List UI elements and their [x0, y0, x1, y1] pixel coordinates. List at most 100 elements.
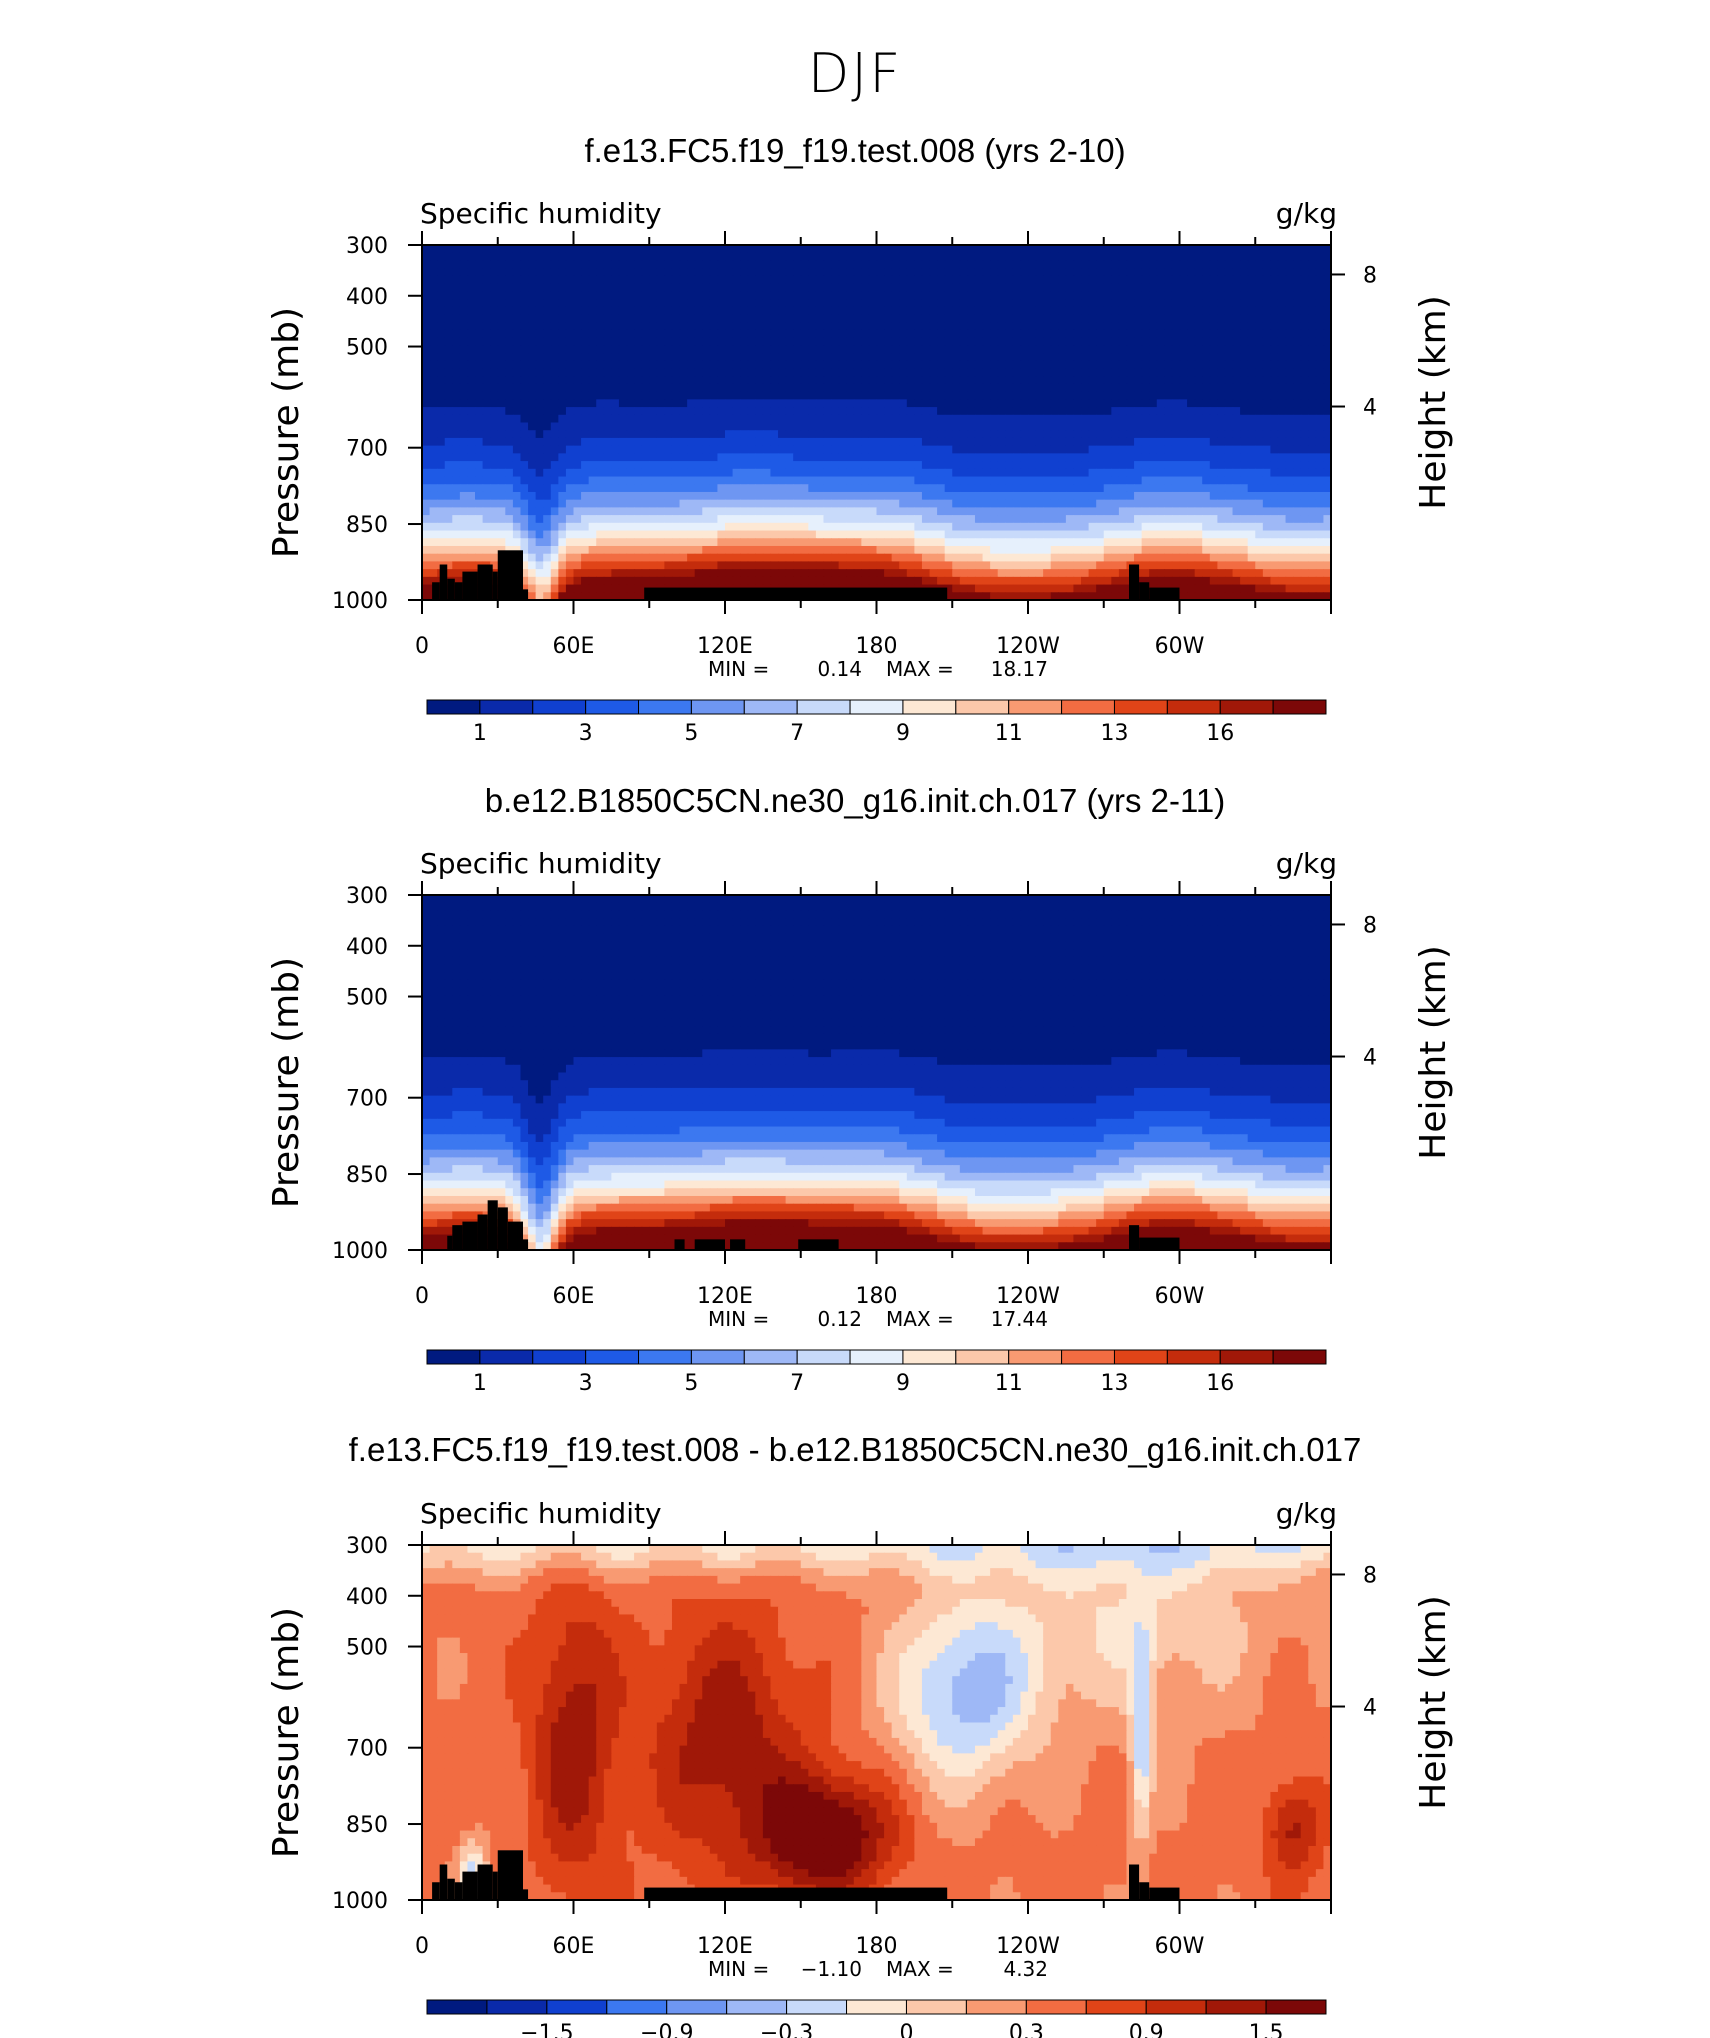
- contour-cell: [944, 314, 953, 323]
- contour-cell: [550, 538, 559, 547]
- contour-cell: [838, 368, 847, 377]
- contour-cell: [1285, 283, 1294, 292]
- contour-cell: [1270, 314, 1279, 323]
- contour-cell: [543, 291, 552, 300]
- contour-cell: [1194, 345, 1203, 354]
- contour-cell: [717, 468, 726, 478]
- contour-cell: [876, 337, 885, 346]
- contour-cell: [1058, 337, 1067, 346]
- contour-cell: [808, 337, 817, 346]
- contour-cell: [543, 353, 552, 362]
- contour-cell: [1285, 499, 1294, 508]
- contour-cell: [702, 422, 711, 431]
- contour-cell: [732, 329, 741, 339]
- contour-cell: [1028, 507, 1037, 516]
- contour-cell: [921, 283, 931, 292]
- contour-cell: [603, 275, 612, 285]
- contour-cell: [974, 538, 984, 547]
- contour-cell: [770, 391, 779, 400]
- contour-cell: [1179, 260, 1188, 269]
- contour-cell: [944, 507, 953, 516]
- contour-cell: [512, 399, 522, 408]
- contour-cell: [452, 545, 461, 555]
- contour-cell: [1065, 252, 1075, 262]
- contour-cell: [906, 345, 915, 354]
- contour-cell: [868, 252, 878, 262]
- contour-cell: [967, 275, 976, 285]
- contour-cell: [1088, 414, 1097, 424]
- contour-cell: [1073, 422, 1082, 431]
- contour-cell: [1232, 275, 1241, 285]
- contour-cell: [846, 376, 855, 385]
- contour-cell: [543, 476, 552, 485]
- contour-cell: [967, 430, 976, 439]
- contour-cell: [520, 391, 529, 400]
- contour-cell: [952, 376, 961, 385]
- contour-cell: [1156, 368, 1165, 377]
- contour-cell: [687, 499, 696, 508]
- contour-cell: [611, 553, 620, 563]
- contour-field: [422, 245, 1332, 601]
- contour-cell: [929, 437, 938, 447]
- contour-cell: [1171, 337, 1181, 346]
- contour-cell: [793, 322, 802, 331]
- contour-cell: [497, 530, 506, 539]
- contour-cell: [558, 360, 567, 370]
- contour-cell: [702, 484, 711, 493]
- contour-cell: [800, 499, 809, 508]
- contour-cell: [626, 515, 635, 524]
- contour-cell: [1118, 391, 1128, 400]
- contour-cell: [626, 414, 635, 424]
- contour-cell: [1187, 414, 1196, 424]
- contour-cell: [1081, 291, 1090, 300]
- contour-cell: [815, 437, 825, 447]
- contour-cell: [1118, 522, 1128, 532]
- contour-cell: [1209, 245, 1218, 254]
- contour-cell: [694, 260, 703, 269]
- contour-cell: [747, 383, 756, 393]
- contour-cell: [959, 252, 969, 262]
- contour-cell: [520, 507, 529, 516]
- contour-cell: [512, 360, 522, 370]
- contour-cell: [717, 337, 726, 346]
- contour-cell: [974, 314, 984, 323]
- contour-cell: [1202, 430, 1211, 439]
- contour-cell: [1043, 383, 1052, 393]
- contour-cell: [1096, 422, 1105, 431]
- contour-cell: [573, 522, 582, 532]
- contour-cell: [823, 283, 832, 292]
- contour-cell: [459, 484, 469, 493]
- contour-cell: [1156, 484, 1165, 493]
- contour-cell: [1255, 461, 1264, 470]
- contour-cell: [1005, 345, 1014, 354]
- contour-cell: [1096, 491, 1105, 501]
- contour-cell: [1187, 376, 1196, 385]
- contour-cell: [482, 553, 491, 563]
- contour-cell: [1171, 515, 1181, 524]
- contour-cell: [944, 445, 953, 454]
- contour-cell: [762, 345, 772, 354]
- contour-cell: [808, 291, 817, 300]
- contour-cell: [679, 329, 688, 339]
- contour-cell: [740, 538, 749, 547]
- contour-cell: [876, 260, 885, 269]
- contour-cell: [747, 368, 756, 377]
- contour-cell: [861, 561, 870, 570]
- contour-cell: [725, 275, 734, 285]
- contour-cell: [1035, 468, 1044, 478]
- contour-cell: [687, 461, 696, 470]
- contour-cell: [1058, 476, 1067, 485]
- contour-cell: [611, 515, 620, 524]
- contour-cell: [1088, 399, 1097, 408]
- contour-cell: [808, 468, 817, 478]
- contour-cell: [1293, 345, 1302, 354]
- contour-cell: [808, 499, 817, 508]
- contour-cell: [1202, 337, 1211, 346]
- contour-cell: [1315, 414, 1325, 424]
- contour-cell: [1232, 283, 1241, 292]
- contour-cell: [990, 391, 999, 400]
- contour-cell: [800, 553, 809, 563]
- contour-cell: [1240, 368, 1249, 377]
- contour-cell: [952, 538, 961, 547]
- contour-cell: [868, 491, 878, 501]
